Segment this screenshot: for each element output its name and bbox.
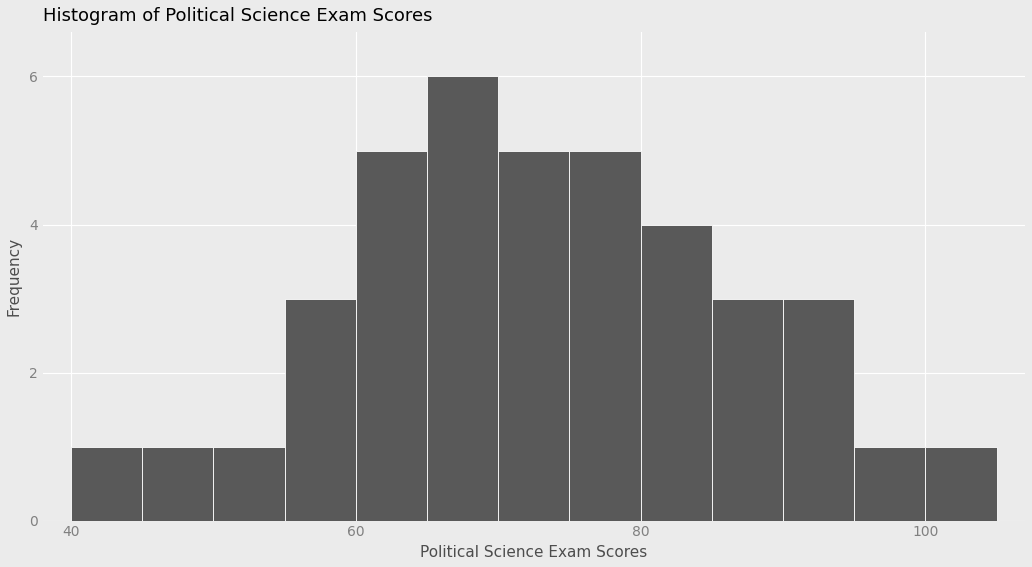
Bar bbox=[854, 447, 926, 521]
Bar bbox=[641, 225, 712, 521]
Text: Histogram of Political Science Exam Scores: Histogram of Political Science Exam Scor… bbox=[42, 7, 432, 25]
Bar bbox=[570, 150, 641, 521]
Y-axis label: Frequency: Frequency bbox=[7, 237, 22, 316]
Bar bbox=[926, 447, 997, 521]
Bar bbox=[285, 299, 356, 521]
Bar bbox=[356, 150, 427, 521]
X-axis label: Political Science Exam Scores: Political Science Exam Scores bbox=[420, 545, 647, 560]
Bar bbox=[498, 150, 570, 521]
Bar bbox=[71, 447, 142, 521]
Bar bbox=[214, 447, 285, 521]
Bar bbox=[142, 447, 214, 521]
Bar bbox=[783, 299, 854, 521]
Bar bbox=[712, 299, 783, 521]
Bar bbox=[427, 77, 498, 521]
